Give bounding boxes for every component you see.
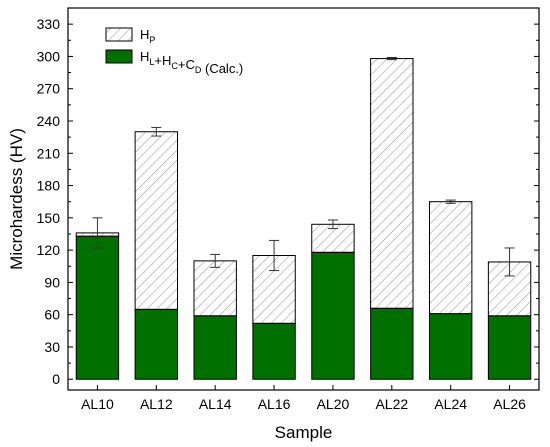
- legend-subscript: C: [171, 61, 178, 71]
- y-tick-label: 60: [44, 307, 60, 323]
- legend-swatch-hp: [105, 27, 133, 42]
- bar-calc-al26: [487, 315, 532, 380]
- y-tick-label: 0: [52, 371, 60, 387]
- bar-hp-al20: [311, 223, 355, 253]
- bar-calc-al14: [193, 315, 237, 380]
- x-tick-label-al20: AL20: [317, 396, 350, 412]
- x-tick-label-al22: AL22: [375, 396, 408, 412]
- plot-frame: [67, 7, 540, 391]
- x-tick-label-al10: AL10: [81, 396, 114, 412]
- bar-calc-al22: [370, 307, 414, 380]
- bar-hp-al12: [134, 131, 179, 310]
- legend-text-part: H: [140, 49, 149, 64]
- y-axis-title: Microhardess (HV): [7, 128, 26, 270]
- bar-calc-al20: [311, 251, 355, 380]
- bar-calc-al10: [75, 235, 120, 380]
- legend-subscript: D: [195, 65, 202, 75]
- bar-hp-al14: [193, 260, 237, 317]
- y-tick-label: 180: [37, 178, 61, 194]
- x-axis-title: Sample: [275, 423, 333, 442]
- y-tick-label: 240: [37, 113, 61, 129]
- x-tick-label-al16: AL16: [258, 396, 291, 412]
- x-tick-label-al26: AL26: [493, 396, 526, 412]
- bar-calc-al12: [134, 308, 179, 380]
- legend-subscript: P: [149, 35, 155, 45]
- y-tick-label: 330: [37, 16, 61, 32]
- y-tick-label: 30: [44, 339, 60, 355]
- legend-subscript: L: [149, 57, 154, 67]
- y-tick-label: 300: [37, 48, 61, 64]
- y-tick-label: 210: [37, 145, 61, 161]
- y-tick-label: 150: [37, 210, 61, 226]
- bar-calc-al16: [252, 322, 296, 380]
- x-tick-label-al12: AL12: [140, 396, 173, 412]
- bar-calc-al24: [428, 313, 473, 380]
- x-tick-label-al24: AL24: [434, 396, 467, 412]
- y-tick-label: 270: [37, 81, 61, 97]
- x-tick-label-al14: AL14: [199, 396, 232, 412]
- legend-swatch-calc: [105, 49, 133, 64]
- legend-text-part: H: [140, 27, 149, 42]
- y-tick-label: 120: [37, 242, 61, 258]
- y-tick-label: 90: [44, 274, 60, 290]
- legend-text-part: +H: [154, 53, 171, 68]
- legend-text-part: (Calc.): [201, 61, 243, 76]
- legend-label-calc: HL+HC+CD (Calc.): [140, 49, 243, 76]
- legend-label-hp: HP: [140, 27, 155, 45]
- bar-hp-al24: [428, 201, 473, 315]
- bar-hp-al22: [370, 58, 414, 309]
- legend-text-part: +C: [178, 57, 195, 72]
